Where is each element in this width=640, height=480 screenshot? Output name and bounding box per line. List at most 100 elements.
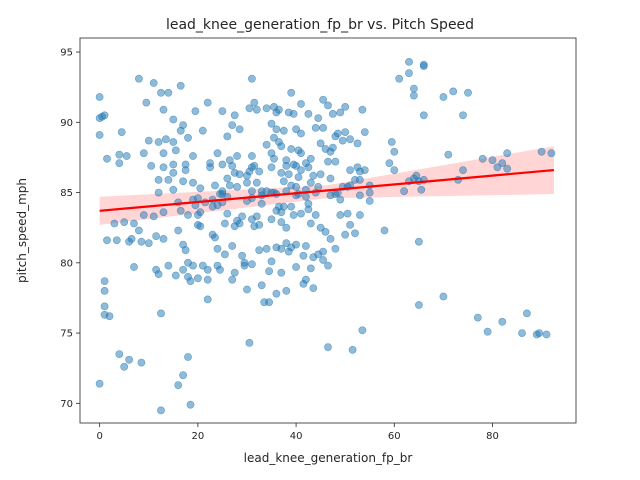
data-point (218, 107, 227, 115)
data-point (235, 170, 244, 179)
data-point (159, 163, 168, 172)
data-point (247, 152, 256, 160)
data-point (314, 114, 323, 122)
data-point (149, 212, 158, 221)
y-tick-label: 95 (60, 48, 73, 59)
data-point (193, 274, 202, 283)
data-point (503, 149, 512, 158)
data-point (326, 234, 335, 243)
data-point (265, 267, 273, 276)
data-point (287, 145, 296, 153)
scatter-points (95, 58, 556, 415)
data-point (220, 250, 229, 259)
data-point (247, 74, 256, 83)
data-point (211, 233, 219, 242)
data-point (154, 270, 163, 278)
regression-line (99, 168, 554, 212)
data-point (223, 209, 232, 218)
data-point (247, 187, 256, 196)
data-point (493, 163, 502, 172)
data-point (459, 166, 467, 174)
y-axis-label: pitch_speed_mph (15, 178, 29, 283)
data-point (395, 74, 404, 83)
data-point (198, 126, 207, 135)
data-point (169, 168, 178, 177)
data-point (331, 244, 340, 253)
data-point (277, 244, 286, 253)
data-point (179, 371, 187, 380)
data-point (181, 160, 190, 169)
data-point (105, 312, 114, 321)
data-point (134, 226, 143, 235)
data-point (301, 192, 310, 201)
data-point (218, 160, 227, 169)
data-point (149, 79, 158, 87)
data-point (279, 177, 288, 186)
data-point (542, 330, 551, 339)
data-point (503, 164, 512, 173)
data-point (353, 139, 362, 148)
data-point (196, 184, 205, 193)
data-point (328, 143, 337, 152)
data-point (223, 132, 232, 141)
y-axis-ticks: 70 75 80 85 90 95 (60, 48, 80, 410)
data-point (358, 326, 367, 335)
data-point (265, 298, 273, 307)
data-point (311, 124, 320, 132)
data-point (137, 358, 146, 367)
data-point (262, 244, 271, 253)
data-point (419, 60, 428, 69)
data-point (161, 135, 170, 144)
chart-title: lead_knee_generation_fp_br vs. Pitch Spe… (166, 17, 474, 33)
data-point (331, 157, 340, 166)
data-point (277, 168, 286, 177)
data-point (449, 87, 458, 96)
data-point (228, 161, 237, 170)
data-point (184, 133, 192, 142)
data-point (390, 166, 399, 174)
data-point (157, 309, 165, 318)
data-point (304, 163, 313, 172)
data-point (306, 264, 315, 273)
data-point (385, 159, 394, 167)
data-point (341, 103, 350, 111)
data-point (164, 88, 173, 97)
data-point (272, 125, 281, 134)
data-point (122, 152, 131, 160)
data-point (235, 219, 244, 228)
data-point (341, 128, 350, 136)
data-point (279, 126, 288, 135)
data-point (176, 81, 185, 90)
data-point (274, 105, 283, 114)
data-point (243, 178, 251, 187)
data-point (316, 223, 325, 232)
data-point (400, 187, 408, 196)
data-point (287, 202, 296, 211)
data-point (174, 226, 183, 235)
data-point (255, 246, 264, 255)
data-point (189, 178, 197, 187)
data-point (164, 175, 173, 184)
data-point (306, 178, 315, 187)
data-point (159, 149, 168, 158)
data-point (297, 100, 305, 108)
data-point (220, 219, 229, 228)
data-point (292, 125, 300, 134)
data-point (289, 211, 298, 219)
data-point (127, 234, 136, 243)
data-point (409, 84, 418, 93)
data-point (294, 173, 303, 181)
data-point (139, 211, 148, 219)
data-point (301, 275, 310, 284)
data-point (304, 110, 313, 118)
data-point (483, 327, 492, 336)
data-point (409, 91, 418, 100)
data-point (100, 302, 109, 311)
data-point (159, 105, 168, 114)
y-tick-label: 85 (60, 188, 73, 199)
data-point (103, 154, 111, 163)
data-point (518, 329, 526, 337)
data-point (414, 237, 423, 246)
data-point (189, 152, 197, 160)
